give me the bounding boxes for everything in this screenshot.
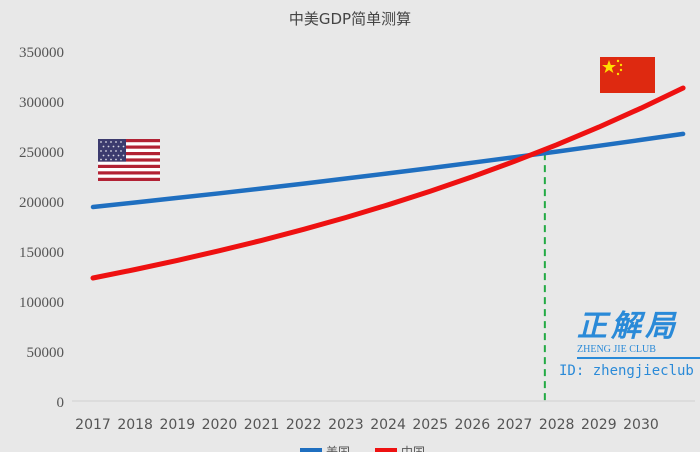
x-tick-label: 2017 [75,417,111,433]
series-line-us [90,131,686,210]
y-tick-label: 150000 [19,245,64,261]
china-flag-icon [600,57,655,93]
x-tick-label: 2024 [370,417,406,433]
y-tick-label: 250000 [19,145,64,161]
x-tick-label: 2027 [497,417,533,433]
watermark-logo: 正解局 ZHENG JIE CLUB ID: zhengjieclub [555,310,700,385]
y-tick-label: 200000 [19,195,64,211]
y-tick-label: 300000 [19,95,64,111]
x-tick-label: 2023 [328,417,364,433]
x-tick-label: 2029 [581,417,617,433]
y-tick-label: 350000 [19,45,64,61]
legend-label: 美国 [326,445,350,452]
x-tick-label: 2020 [202,417,238,433]
legend-label: 中国 [401,444,425,452]
x-tick-label: 2025 [412,417,448,433]
x-tick-label: 2022 [286,417,322,433]
series-line-china [90,85,686,281]
x-tick-label: 2026 [455,417,491,433]
x-tick-label: 2019 [159,417,195,433]
x-tick-label: 2030 [623,417,659,433]
y-tick-label: 50000 [27,345,65,361]
x-tick-label: 2021 [244,417,280,433]
chart-title: 中美GDP简单测算 [289,10,411,28]
x-tick-label: 2018 [117,417,153,433]
watermark-brand: 正解局 [577,309,679,344]
us-flag-icon [98,139,160,181]
x-tick-label: 2028 [539,417,575,433]
watermark-id: ID: zhengjieclub [559,363,694,379]
y-tick-label: 0 [57,395,65,411]
y-tick-label: 100000 [19,295,64,311]
watermark-sub: ZHENG JIE CLUB [577,344,700,359]
